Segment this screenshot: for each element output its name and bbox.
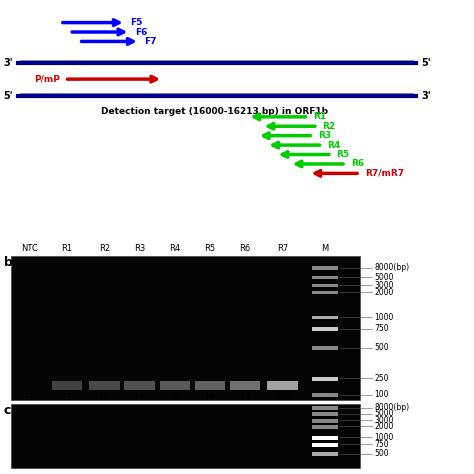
Text: R7/mR7: R7/mR7 <box>365 169 404 178</box>
Text: M: M <box>321 245 328 254</box>
Text: F5: F5 <box>130 18 143 27</box>
Text: F6: F6 <box>205 393 215 402</box>
Text: 3000: 3000 <box>374 416 393 425</box>
Bar <box>230 381 260 390</box>
Text: 750: 750 <box>374 440 389 449</box>
Bar <box>312 276 338 279</box>
Bar <box>312 266 338 270</box>
Text: R4: R4 <box>169 245 181 254</box>
Bar <box>312 283 338 287</box>
Text: 8000(bp): 8000(bp) <box>374 263 409 272</box>
Bar <box>312 443 338 447</box>
Bar <box>312 377 338 381</box>
Text: 2000: 2000 <box>374 288 393 297</box>
Bar <box>267 381 298 390</box>
Bar <box>312 291 338 294</box>
Bar <box>195 381 225 390</box>
Text: 250: 250 <box>374 374 389 383</box>
Text: F6: F6 <box>135 27 147 36</box>
Bar <box>312 393 338 397</box>
Bar <box>160 381 190 390</box>
Text: F1: F1 <box>24 393 35 402</box>
Text: 3000: 3000 <box>374 281 393 290</box>
Text: F7: F7 <box>240 393 250 402</box>
Text: 500: 500 <box>374 343 389 352</box>
Bar <box>52 381 82 390</box>
Text: 1000: 1000 <box>374 313 393 321</box>
Text: 2000: 2000 <box>374 422 393 431</box>
Text: R3: R3 <box>318 131 331 140</box>
Text: R5: R5 <box>337 150 350 159</box>
Text: 5': 5' <box>3 91 13 100</box>
Text: F4: F4 <box>135 393 145 402</box>
Text: 5000: 5000 <box>374 409 393 418</box>
Text: 3': 3' <box>3 58 13 68</box>
Text: F2: F2 <box>62 393 72 402</box>
Text: 5000: 5000 <box>374 273 393 282</box>
Bar <box>312 406 338 410</box>
Bar <box>312 412 338 416</box>
Text: 100: 100 <box>374 391 389 400</box>
Bar <box>312 316 338 319</box>
Text: R6: R6 <box>351 159 364 168</box>
Bar <box>312 425 338 429</box>
Bar <box>11 404 360 468</box>
Text: 500: 500 <box>374 449 389 458</box>
Bar <box>312 328 338 331</box>
Text: NTC: NTC <box>21 245 38 254</box>
Bar <box>312 436 338 439</box>
Bar <box>89 381 120 390</box>
Text: R2: R2 <box>322 122 336 131</box>
Text: R2: R2 <box>99 245 110 254</box>
Text: P/mP: P/mP <box>34 74 60 83</box>
Text: NTC: NTC <box>274 393 291 402</box>
Text: R4: R4 <box>327 141 340 150</box>
Text: R3: R3 <box>134 245 146 254</box>
Text: b: b <box>4 256 12 269</box>
Text: F5: F5 <box>170 393 180 402</box>
Text: R7: R7 <box>277 245 288 254</box>
Text: F3: F3 <box>100 393 109 402</box>
Bar <box>312 346 338 350</box>
Bar <box>312 419 338 423</box>
Text: 1000: 1000 <box>374 433 393 442</box>
Text: R6: R6 <box>239 245 251 254</box>
Text: R1: R1 <box>313 112 326 121</box>
Bar <box>124 381 155 390</box>
Text: R5: R5 <box>204 245 216 254</box>
Bar <box>312 452 338 456</box>
Text: 8000(bp): 8000(bp) <box>374 403 409 412</box>
Text: c: c <box>4 404 11 417</box>
Text: M: M <box>321 393 328 402</box>
Text: Detection target (16000-16213 bp) in ORF1b: Detection target (16000-16213 bp) in ORF… <box>101 108 328 117</box>
Text: F7: F7 <box>145 37 157 46</box>
Text: 5': 5' <box>421 58 431 68</box>
Text: 3': 3' <box>421 91 431 100</box>
Text: R1: R1 <box>62 245 73 254</box>
Bar <box>11 256 360 400</box>
Text: 750: 750 <box>374 324 389 333</box>
